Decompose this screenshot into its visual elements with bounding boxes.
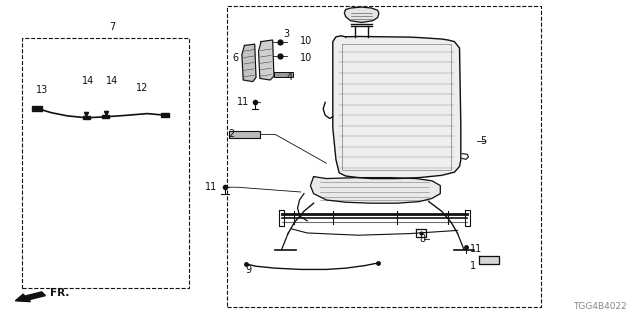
Polygon shape <box>344 7 379 22</box>
Text: 11: 11 <box>237 97 250 107</box>
Bar <box>102 115 109 118</box>
Text: 10: 10 <box>300 52 312 63</box>
Bar <box>229 131 260 138</box>
Bar <box>22 38 189 288</box>
Bar <box>32 106 42 111</box>
Text: FR.: FR. <box>50 288 69 299</box>
Text: 10: 10 <box>300 36 312 46</box>
FancyArrow shape <box>15 292 45 302</box>
Text: 9: 9 <box>245 265 252 276</box>
Bar <box>161 113 169 117</box>
Text: 14: 14 <box>82 76 95 86</box>
Polygon shape <box>310 177 440 203</box>
Text: 1: 1 <box>470 260 477 271</box>
Text: 11: 11 <box>205 182 218 192</box>
Text: 3: 3 <box>284 28 290 39</box>
Polygon shape <box>333 36 461 179</box>
Text: TGG4B4022: TGG4B4022 <box>573 302 627 311</box>
Text: 8: 8 <box>419 234 426 244</box>
Bar <box>83 116 90 119</box>
Text: 12: 12 <box>136 83 148 93</box>
Text: 11: 11 <box>470 244 483 254</box>
Polygon shape <box>259 40 274 80</box>
Text: 6: 6 <box>232 52 239 63</box>
Bar <box>227 6 541 307</box>
Text: 5: 5 <box>480 136 486 146</box>
Polygon shape <box>479 256 499 264</box>
Text: 14: 14 <box>106 76 118 86</box>
Text: 7: 7 <box>109 22 115 32</box>
Text: 4: 4 <box>286 72 292 83</box>
Text: 13: 13 <box>35 84 48 95</box>
Bar <box>274 72 293 77</box>
Text: 2: 2 <box>228 129 235 140</box>
Polygon shape <box>242 44 256 82</box>
